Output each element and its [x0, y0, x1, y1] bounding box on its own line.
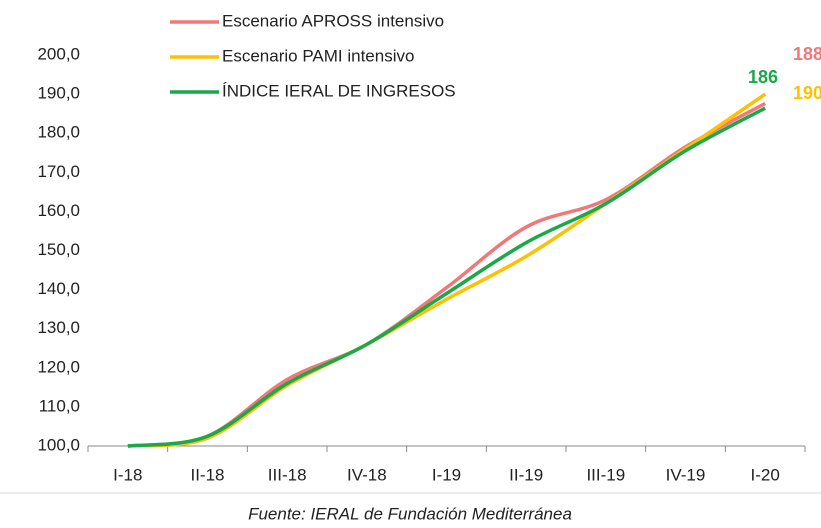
y-tick-label: 170,0 [37, 162, 80, 181]
legend-label: Escenario PAMI intensivo [222, 46, 414, 65]
x-tick-label: I-18 [113, 465, 142, 484]
y-tick-label: 130,0 [37, 318, 80, 337]
x-tick-label: II-18 [190, 465, 224, 484]
y-tick-label: 200,0 [37, 44, 80, 63]
legend-label: ÍNDICE IERAL DE INGRESOS [222, 81, 456, 100]
y-tick-label: 160,0 [37, 201, 80, 220]
y-tick-label: 110,0 [39, 396, 80, 415]
y-tick-label: 180,0 [37, 123, 80, 142]
x-tick-label: IV-18 [347, 465, 387, 484]
x-tick-label: III-19 [586, 465, 625, 484]
y-tick-label: 100,0 [37, 435, 80, 454]
source-note: Fuente: IERAL de Fundación Mediterránea [248, 504, 572, 523]
x-tick-label: IV-19 [666, 465, 706, 484]
y-tick-label: 140,0 [37, 279, 80, 298]
legend-label: Escenario APROSS intensivo [222, 11, 444, 30]
data-label: 188 [793, 44, 821, 64]
x-tick-label: I-20 [751, 465, 780, 484]
y-tick-label: 120,0 [37, 357, 80, 376]
series-line [127, 101, 767, 448]
series-line [127, 92, 767, 448]
x-tick-label: I-19 [432, 465, 461, 484]
series-line [127, 106, 766, 448]
x-tick-label: III-18 [268, 465, 307, 484]
y-tick-label: 190,0 [37, 84, 80, 103]
data-label: 190 [793, 83, 821, 103]
data-label: 186 [748, 67, 778, 87]
y-tick-label: 150,0 [37, 240, 80, 259]
x-tick-label: II-19 [509, 465, 543, 484]
